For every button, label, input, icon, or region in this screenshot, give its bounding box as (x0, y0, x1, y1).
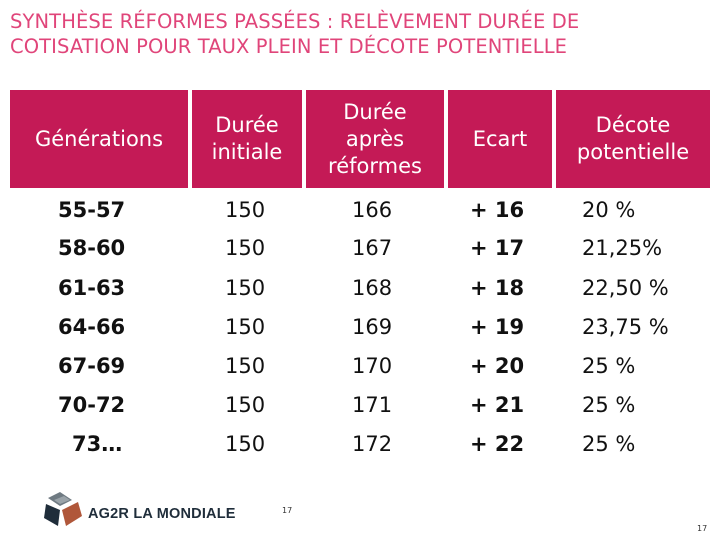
slide-title-line-1: SYNTHÈSE RÉFORMES PASSÉES : RELÈVEMENT D… (10, 10, 580, 33)
cell-generation: 67-69 (58, 354, 126, 378)
cell-duree-apres: 172 (352, 432, 393, 456)
table-row: 55-57 150 166 + 16 20 % (0, 191, 720, 229)
cell-generation: 58-60 (58, 236, 126, 260)
cell-duree-initiale: 150 (225, 432, 266, 456)
cell-duree-initiale: 150 (225, 393, 266, 417)
page-number-corner: 17 (697, 524, 708, 533)
header-duree-apres-line-1: Durée (343, 99, 407, 124)
header-ecart: Ecart (448, 90, 552, 188)
cell-ecart: + 16 (470, 198, 525, 222)
header-duree-apres-line-3: réformes (328, 153, 422, 178)
cell-ecart: + 18 (470, 276, 525, 300)
cell-duree-initiale: 150 (225, 276, 266, 300)
cell-duree-apres: 168 (352, 276, 393, 300)
cell-ecart: + 20 (470, 354, 525, 378)
header-duree-initiale-line-1: Durée (215, 113, 279, 137)
header-generations-label: Générations (34, 126, 164, 151)
cell-ecart: + 22 (470, 432, 525, 456)
table-row: 58-60 150 167 + 17 21,25% (0, 229, 720, 267)
cell-decote: 22,50 % (582, 276, 669, 300)
cell-ecart: + 21 (470, 393, 525, 417)
cell-decote: 21,25% (582, 236, 663, 260)
header-generations: Générations (10, 90, 188, 188)
brand-name: AG2R LA MONDIALE (88, 506, 236, 522)
cell-decote: 20 % (582, 198, 636, 222)
cell-generation: 61-63 (58, 276, 126, 300)
cell-generation: 70-72 (58, 393, 126, 417)
cell-duree-apres: 170 (352, 354, 393, 378)
cell-generation: 55-57 (58, 198, 126, 222)
table-row: 64-66 150 169 + 19 23,75 % (0, 308, 720, 346)
cell-decote: 25 % (582, 393, 636, 417)
cell-decote: 23,75 % (582, 315, 669, 339)
header-duree-apres: Durée après réformes (306, 90, 444, 188)
ag2r-logo-icon (44, 492, 82, 526)
slide-title: SYNTHÈSE RÉFORMES PASSÉES : RELÈVEMENT D… (10, 9, 710, 59)
slide-title-line-2: COTISATION POUR TAUX PLEIN ET DÉCOTE POT… (10, 35, 568, 58)
cell-duree-apres: 169 (352, 315, 393, 339)
cell-generation: 73… (72, 432, 123, 456)
cell-generation: 64-66 (58, 315, 126, 339)
table-row: 70-72 150 171 + 21 25 % (0, 386, 720, 424)
header-duree-initiale-line-2: initiale (211, 140, 283, 164)
cell-decote: 25 % (582, 354, 636, 378)
cell-duree-initiale: 150 (225, 236, 266, 260)
table-row: 61-63 150 168 + 18 22,50 % (0, 269, 720, 307)
header-duree-apres-line-2: après (345, 126, 405, 151)
cell-duree-apres: 171 (352, 393, 393, 417)
cell-duree-initiale: 150 (225, 315, 266, 339)
cell-decote: 25 % (582, 432, 636, 456)
cell-duree-initiale: 150 (225, 198, 266, 222)
cell-ecart: + 17 (470, 236, 525, 260)
header-decote-line-2: potentielle (576, 140, 690, 164)
cell-duree-apres: 167 (352, 236, 393, 260)
cell-duree-initiale: 150 (225, 354, 266, 378)
table-row: 67-69 150 170 + 20 25 % (0, 347, 720, 385)
cell-duree-apres: 166 (352, 198, 393, 222)
header-decote: Décote potentielle (556, 90, 710, 188)
table-row: 73… 150 172 + 22 25 % (0, 425, 720, 463)
cell-ecart: + 19 (470, 315, 525, 339)
header-duree-initiale: Durée initiale (192, 90, 302, 188)
page-number-center: 17 (282, 506, 293, 515)
header-ecart-label: Ecart (472, 126, 528, 151)
header-decote-line-1: Décote (595, 113, 671, 137)
